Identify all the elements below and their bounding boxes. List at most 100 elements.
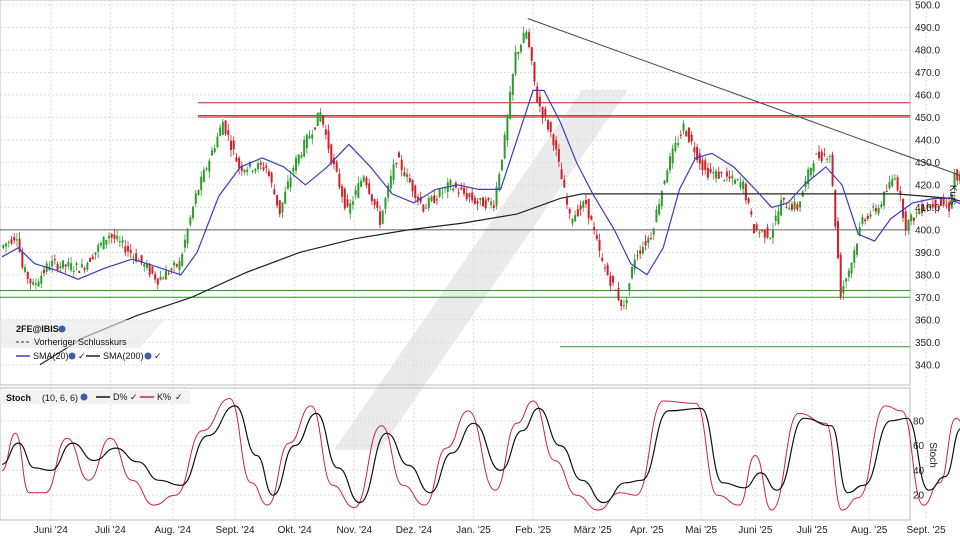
sma20-check-icon[interactable]: ✓ <box>78 351 86 361</box>
candle-body <box>227 130 230 135</box>
candle-body <box>362 176 365 182</box>
candle-body <box>891 178 894 187</box>
candle-body <box>13 236 16 241</box>
candle-body <box>330 144 333 164</box>
candle-body <box>560 169 563 180</box>
price-tick-label: 470.0 <box>915 68 940 79</box>
symbol-settings-icon[interactable] <box>58 325 66 333</box>
time-tick-label: Nov. '24 <box>336 525 372 536</box>
candle-body <box>406 173 409 178</box>
candle-body <box>698 153 701 164</box>
candle-body <box>544 108 547 117</box>
time-gridlines <box>50 0 927 385</box>
candle-body <box>514 51 517 74</box>
candle-body <box>893 178 896 180</box>
symbol-label: 2FE@IBIS <box>16 324 59 334</box>
candle-body <box>419 196 422 203</box>
candle-body <box>774 215 777 221</box>
price-tick-label: 350.0 <box>915 338 940 349</box>
candle-body <box>248 161 251 167</box>
candle-body <box>942 198 945 206</box>
candle-body <box>883 191 886 206</box>
price-tick-label: 430.0 <box>915 158 940 169</box>
candle-body <box>807 169 810 185</box>
candle-body <box>525 31 528 39</box>
sma200-settings-icon[interactable] <box>144 352 152 360</box>
candle-body <box>725 171 728 177</box>
stoch-panel-border <box>0 387 911 521</box>
candle-body <box>170 268 173 270</box>
candle-body <box>335 161 338 172</box>
stoch-y-axis-title: Stoch <box>927 442 938 468</box>
candle-body <box>690 134 693 142</box>
candle-body <box>243 169 246 173</box>
candle-body <box>292 167 295 172</box>
candle-body <box>224 120 227 134</box>
candle-body <box>422 204 425 212</box>
candle-body <box>915 212 918 214</box>
time-tick-label: Sept. '24 <box>215 525 255 536</box>
candle-body <box>921 204 924 213</box>
candle-body <box>492 205 495 208</box>
candle-body <box>939 197 942 206</box>
candle-body <box>918 210 921 215</box>
stoch-k-label: K% <box>157 392 171 402</box>
candle-body <box>460 187 463 190</box>
time-tick-label: Juli '24 <box>95 525 126 536</box>
candle-body <box>606 264 609 276</box>
candle-body <box>70 263 73 271</box>
sma200-check-icon[interactable]: ✓ <box>154 351 162 361</box>
candle-body <box>229 140 232 150</box>
candle-body <box>56 263 59 271</box>
candle-body <box>715 170 718 179</box>
candle-body <box>549 122 552 132</box>
candle-body <box>853 250 856 263</box>
candle-body <box>693 147 696 153</box>
candle-body <box>574 215 577 222</box>
sma20-settings-icon[interactable] <box>68 352 76 360</box>
price-tick-label: 480.0 <box>915 45 940 56</box>
candle-body <box>937 206 940 208</box>
candle-body <box>620 299 623 307</box>
candle-body <box>381 210 384 224</box>
candle-body <box>72 270 75 272</box>
candle-body <box>777 210 780 224</box>
candle-body <box>861 217 864 224</box>
candle-body <box>934 199 937 209</box>
candle-body <box>64 264 67 267</box>
candle-body <box>587 198 590 219</box>
candle-body <box>61 260 64 268</box>
candle-body <box>471 192 474 201</box>
candle-body <box>140 255 143 263</box>
candle-body <box>303 139 306 157</box>
candle-body <box>847 270 850 278</box>
candle-body <box>213 148 216 153</box>
candle-body <box>744 183 747 201</box>
candle-body <box>528 32 531 48</box>
stoch-tick-label: 60 <box>913 441 925 452</box>
candle-body <box>519 44 522 52</box>
candle-body <box>476 201 479 204</box>
candle-body <box>660 191 663 207</box>
candle-body <box>113 234 116 239</box>
stoch-k-check-icon[interactable]: ✓ <box>175 392 183 402</box>
price-tick-label: 380.0 <box>915 270 940 281</box>
candle-body <box>622 305 625 307</box>
candle-body <box>216 136 219 148</box>
candle-body <box>487 197 490 200</box>
stoch-d-check-icon[interactable]: ✓ <box>130 392 138 402</box>
candle-body <box>341 186 344 197</box>
candle-body <box>145 263 148 269</box>
candle-body <box>503 134 506 159</box>
candle-body <box>5 243 8 247</box>
time-tick-label: Juni '25 <box>738 525 773 536</box>
stoch-settings-icon[interactable] <box>80 393 88 401</box>
candle-body <box>547 120 550 130</box>
watermark-logo <box>334 90 628 450</box>
candle-body <box>858 227 861 236</box>
candle-body <box>194 193 197 204</box>
candle-body <box>720 171 723 174</box>
price-y-axis: 340.0 350.0 360.0 370.0 380.0 390.0 400.0 410.0… <box>915 1 940 372</box>
candle-body <box>208 160 211 172</box>
candle-body <box>387 185 390 198</box>
